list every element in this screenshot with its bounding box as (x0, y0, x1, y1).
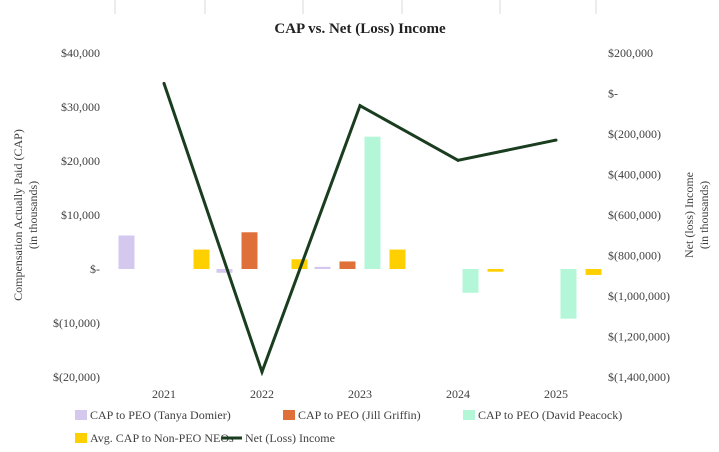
chart-title: CAP vs. Net (Loss) Income (274, 21, 446, 37)
legend-swatch (283, 410, 295, 420)
y-tick-label: $- (90, 262, 100, 276)
y-tick-label: $(10,000) (53, 316, 100, 330)
x-tick-label: 2024 (446, 387, 470, 401)
line-net-loss-income (162, 82, 557, 377)
legend-item-cap-to-peo-jill-griffin: CAP to PEO (Jill Griffin) (283, 408, 421, 422)
point-net-loss-income-2023 (358, 104, 362, 108)
y2-tick-label: $(800,000) (608, 249, 661, 263)
x-tick-label: 2021 (152, 387, 176, 401)
bar-avg-cap-to-non-peo-neos-2023 (389, 249, 406, 269)
bar-avg-cap-to-non-peo-neos-2025 (585, 269, 602, 275)
legend-label: CAP to PEO (Tanya Domier) (90, 408, 231, 422)
point-net-loss-income-2022 (260, 370, 264, 374)
legend-swatch (75, 433, 87, 443)
line-series (162, 81, 558, 377)
y2-tick-label: $(1,200,000) (608, 330, 670, 344)
bar-cap-to-peo-david-peacock-2024 (462, 269, 479, 293)
y-tick-label: $(20,000) (53, 370, 100, 384)
top-frame (114, 0, 597, 14)
x-tick-label: 2023 (348, 387, 372, 401)
bar-avg-cap-to-non-peo-neos-2024 (487, 269, 504, 272)
bar-avg-cap-to-non-peo-neos-2021 (193, 249, 210, 269)
left-axis-label-line: (in thousands) (26, 181, 40, 249)
legend-item-cap-to-peo-david-peacock: CAP to PEO (David Peacock) (463, 408, 622, 422)
right-axis-label: Net (loss) Income(in thousands) (682, 172, 711, 258)
left-axis-label: Compensation Actually Paid (CAP)(in thou… (11, 129, 40, 301)
y-tick-label: $20,000 (61, 154, 100, 168)
bar-cap-to-peo-david-peacock-2023 (364, 136, 381, 269)
y2-tick-label: $(600,000) (608, 208, 661, 222)
legend-item-cap-to-peo-tanya-domier: CAP to PEO (Tanya Domier) (75, 408, 231, 422)
bar-cap-to-peo-tanya-domier-2022 (216, 269, 233, 273)
bar-cap-to-peo-tanya-domier-2023 (314, 266, 331, 269)
bar-cap-to-peo-jill-griffin-2023 (339, 261, 356, 269)
legend-item-avg-cap-to-non-peo-neos: Avg. CAP to Non-PEO NEOs (75, 431, 234, 445)
bar-cap-to-peo-tanya-domier-2021 (118, 235, 135, 269)
y2-tick-label: $(200,000) (608, 127, 661, 141)
bar-series (118, 136, 602, 319)
point-net-loss-income-2024 (456, 158, 460, 162)
left-axis-label-line: Compensation Actually Paid (CAP) (11, 129, 25, 301)
point-net-loss-income-2025 (554, 138, 558, 142)
y2-tick-label: $(1,000,000) (608, 289, 670, 303)
legend: CAP to PEO (Tanya Domier) CAP to PEO (Jil… (75, 408, 622, 445)
y2-tick-label: $200,000 (608, 46, 653, 60)
legend-swatch (75, 410, 87, 420)
legend-label: Net (Loss) Income (245, 431, 335, 445)
y-tick-label: $40,000 (61, 46, 100, 60)
x-axis-ticks: 2021 2022 2023 2024 2025 (152, 387, 568, 401)
legend-label: Avg. CAP to Non-PEO NEOs (90, 431, 234, 445)
legend-label: CAP to PEO (Jill Griffin) (298, 408, 421, 422)
y-tick-label: $10,000 (61, 208, 100, 222)
legend-item-net-loss-income: Net (Loss) Income (222, 431, 335, 445)
x-tick-label: 2025 (544, 387, 568, 401)
bar-avg-cap-to-non-peo-neos-2022 (291, 259, 308, 269)
right-axis-label-line: Net (loss) Income (682, 172, 696, 258)
bar-cap-to-peo-jill-griffin-2022 (241, 232, 258, 269)
x-tick-label: 2022 (250, 387, 274, 401)
right-axis-ticks: $200,000 $- $(200,000) $(400,000) $(600,000)… (608, 46, 670, 384)
y2-tick-label: $- (608, 87, 618, 101)
bar-cap-to-peo-david-peacock-2025 (560, 269, 577, 319)
left-axis-ticks: $40,000 $30,000 $20,000 $10,000 $- $(10,000) $… (53, 46, 100, 384)
point-net-loss-income-2021 (162, 81, 166, 85)
y-tick-label: $30,000 (61, 100, 100, 114)
y2-tick-label: $(400,000) (608, 168, 661, 182)
y2-tick-label: $(1,400,000) (608, 370, 670, 384)
right-axis-label-line: (in thousands) (697, 181, 711, 249)
legend-label: CAP to PEO (David Peacock) (478, 408, 622, 422)
legend-swatch (463, 410, 475, 420)
